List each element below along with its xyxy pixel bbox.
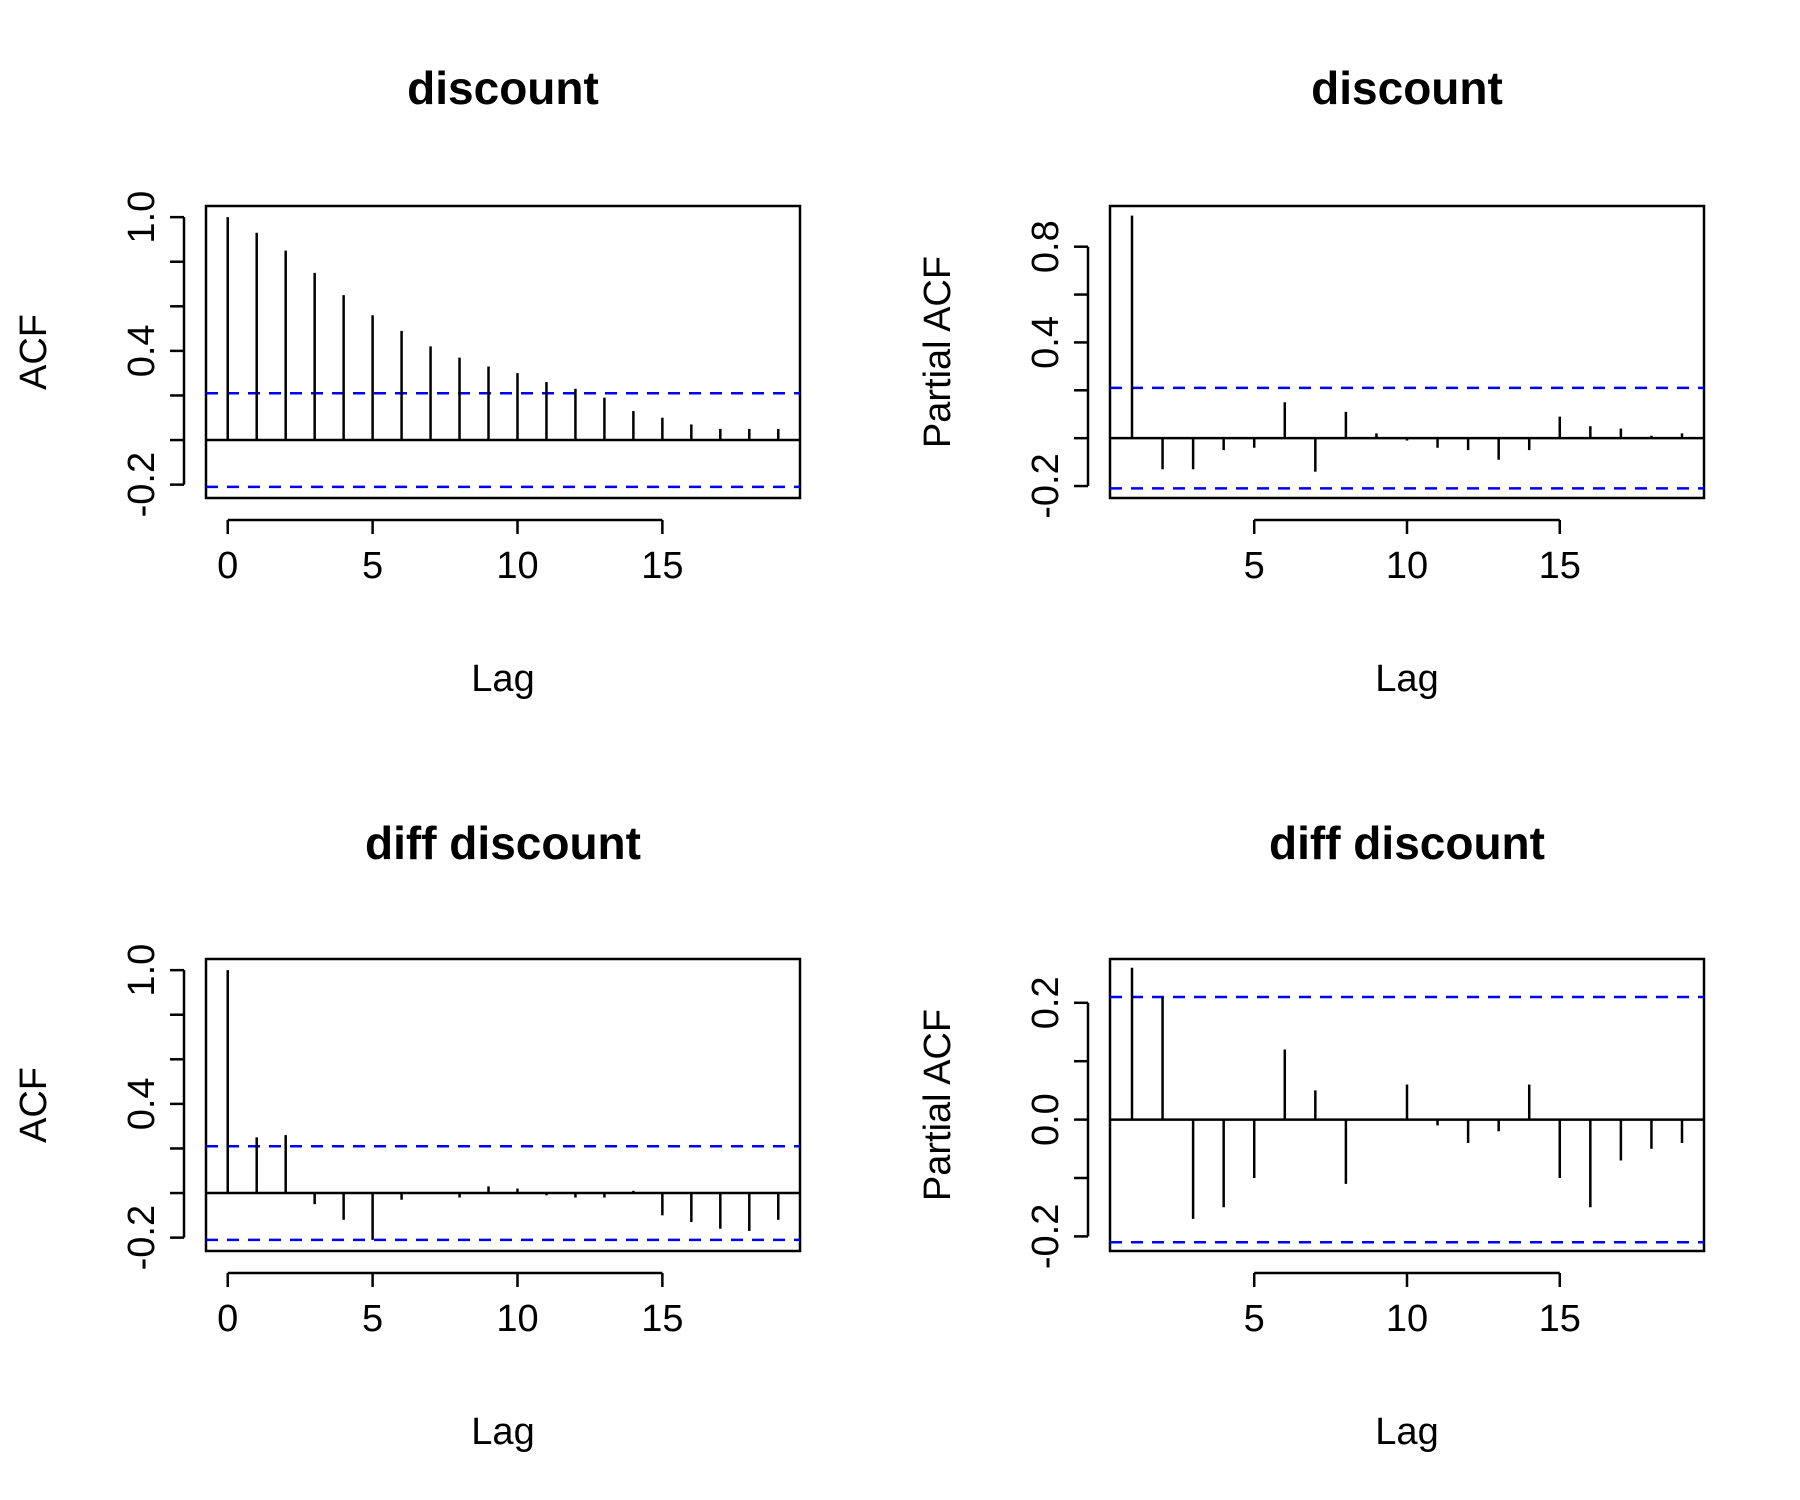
x-tick-label: 0 [217, 545, 238, 587]
y-tick-label: -0.2 [1025, 1204, 1067, 1269]
y-tick-label: 1.0 [121, 944, 163, 997]
x-axis-label: Lag [471, 1411, 534, 1453]
y-axis-label: Partial ACF [917, 256, 959, 448]
y-tick-label: 0.4 [121, 324, 163, 377]
x-axis-label: Lag [1375, 658, 1438, 700]
y-tick-label: -0.2 [121, 452, 163, 517]
panel-2: discount Lag Partial ACF 5 10 15 -0.2 0.4 0.8 [917, 62, 1706, 700]
x-tick-label: 5 [362, 545, 383, 587]
y-tick-label: 0.0 [1025, 1093, 1067, 1146]
panel-4: diff discount Lag Partial ACF 5 10 15 -0.2 0.0 0… [917, 817, 1706, 1453]
y-tick-label: -0.2 [1025, 453, 1067, 518]
panel-title: discount [1311, 62, 1503, 114]
panel-title: diff discount [365, 817, 641, 869]
x-tick-label: 0 [217, 1298, 238, 1340]
y-axis-label: ACF [13, 314, 55, 390]
x-tick-label: 5 [362, 1298, 383, 1340]
x-tick-label: 5 [1244, 545, 1265, 587]
x-tick-label: 15 [641, 545, 683, 587]
x-tick-label: 15 [1539, 1298, 1581, 1340]
plot-frame [204, 957, 802, 1253]
x-tick-label: 10 [1386, 545, 1428, 587]
x-tick-label: 10 [1386, 1298, 1428, 1340]
panel-title: diff discount [1269, 817, 1545, 869]
x-axis-label: Lag [471, 658, 534, 700]
y-tick-label: -0.2 [121, 1205, 163, 1270]
y-axis-label: ACF [13, 1067, 55, 1143]
x-axis-label: Lag [1375, 1411, 1438, 1453]
y-tick-label: 0.2 [1025, 976, 1067, 1029]
y-tick-label: 1.0 [121, 191, 163, 244]
y-tick-label: 0.4 [1025, 316, 1067, 369]
plot-frame [1108, 204, 1706, 500]
panel-3: diff discount Lag ACF 0 5 10 15 -0.2 0.4 1.0 [13, 817, 802, 1453]
plot-frame [204, 204, 802, 500]
panel-1: discount Lag ACF 0 5 10 15 -0.2 0.4 1.0 [13, 62, 802, 700]
panel-title: discount [407, 62, 599, 114]
y-tick-label: 0.8 [1025, 220, 1067, 273]
y-axis-label: Partial ACF [917, 1009, 959, 1201]
x-tick-label: 15 [1539, 545, 1581, 587]
x-tick-label: 10 [496, 545, 538, 587]
x-tick-label: 5 [1244, 1298, 1265, 1340]
y-tick-label: 0.4 [121, 1077, 163, 1130]
plot-frame [1108, 957, 1706, 1253]
x-tick-label: 10 [496, 1298, 538, 1340]
x-tick-label: 15 [641, 1298, 683, 1340]
